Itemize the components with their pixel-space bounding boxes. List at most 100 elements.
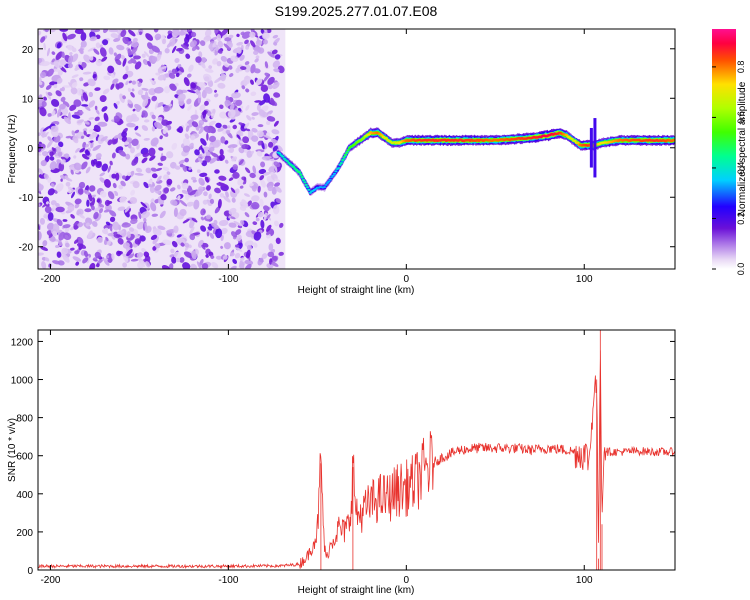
noise-speck bbox=[187, 89, 196, 94]
noise-speck bbox=[271, 129, 280, 135]
noise-speck bbox=[234, 246, 243, 252]
noise-speck bbox=[229, 103, 235, 111]
noise-speck bbox=[61, 86, 65, 92]
noise-speck bbox=[70, 87, 78, 95]
noise-speck bbox=[230, 265, 237, 269]
noise-speck bbox=[200, 208, 206, 216]
noise-speck bbox=[60, 178, 63, 182]
noise-speck bbox=[198, 51, 203, 58]
noise-speck bbox=[131, 158, 139, 166]
noise-speck bbox=[163, 104, 171, 112]
ridge-segment bbox=[327, 180, 331, 183]
noise-speck bbox=[209, 156, 218, 164]
colorbar-gradient bbox=[712, 29, 736, 269]
noise-speck bbox=[199, 104, 206, 111]
noise-speck bbox=[42, 125, 51, 132]
colorbar-label: Normalized spectral amplitude bbox=[737, 81, 748, 216]
ridge-segment bbox=[337, 167, 341, 170]
noise-speck bbox=[245, 46, 250, 50]
noise-speck bbox=[71, 130, 76, 136]
noise-speck bbox=[263, 171, 271, 176]
noise-speck bbox=[203, 191, 208, 197]
noise-speck bbox=[193, 199, 200, 210]
ridge-segment bbox=[338, 163, 342, 166]
ridge-spike bbox=[589, 127, 593, 168]
noise-speck bbox=[38, 94, 43, 99]
noise-speck bbox=[206, 231, 210, 237]
noise-speck bbox=[127, 41, 133, 46]
noise-speck bbox=[212, 41, 217, 48]
ridge-segment bbox=[341, 159, 345, 162]
noise-speck bbox=[152, 228, 162, 236]
ridge-segment bbox=[297, 171, 302, 174]
noise-speck bbox=[86, 199, 90, 207]
noise-speck bbox=[251, 135, 259, 142]
noise-speck bbox=[46, 68, 54, 77]
noise-speck bbox=[210, 222, 220, 229]
noise-speck bbox=[103, 75, 111, 81]
noise-speck bbox=[102, 39, 109, 46]
noise-speck bbox=[245, 105, 250, 111]
noise-speck bbox=[256, 104, 261, 111]
noise-speck bbox=[62, 254, 70, 263]
noise-speck bbox=[204, 176, 210, 183]
noise-speck bbox=[162, 239, 172, 246]
noise-speck bbox=[41, 261, 47, 269]
noise-speck bbox=[74, 198, 82, 205]
noise-speck bbox=[95, 108, 100, 115]
noise-speck bbox=[121, 253, 129, 258]
noise-speck bbox=[134, 152, 143, 158]
noise-speck bbox=[190, 135, 196, 141]
noise-speck bbox=[126, 122, 136, 128]
noise-speck bbox=[244, 240, 254, 248]
noise-speck bbox=[185, 33, 190, 41]
noise-speck bbox=[88, 117, 95, 120]
noise-speck bbox=[87, 230, 93, 239]
noise-speck bbox=[279, 222, 284, 228]
snr-series-line bbox=[38, 330, 675, 570]
noise-speck bbox=[258, 99, 267, 106]
noise-speck bbox=[99, 44, 103, 48]
noise-speck bbox=[118, 184, 124, 190]
ridge-segment bbox=[573, 139, 577, 143]
noise-speck bbox=[82, 128, 88, 132]
ridge-spike bbox=[593, 118, 597, 178]
noise-speck bbox=[74, 67, 79, 71]
noise-speck bbox=[252, 221, 258, 226]
noise-speck bbox=[138, 31, 143, 36]
noise-speck bbox=[211, 261, 219, 269]
noise-speck bbox=[202, 199, 208, 205]
noise-speck bbox=[88, 185, 96, 192]
noise-speck bbox=[166, 33, 174, 39]
noise-speck bbox=[38, 168, 44, 175]
noise-speck bbox=[179, 199, 188, 207]
noise-speck bbox=[217, 40, 224, 48]
noise-speck bbox=[125, 80, 129, 86]
snr-plot-area bbox=[38, 330, 675, 570]
noise-speck bbox=[273, 120, 279, 127]
noise-speck bbox=[136, 252, 144, 258]
noise-speck bbox=[223, 242, 231, 250]
noise-speck bbox=[184, 157, 189, 163]
noise-speck bbox=[257, 257, 264, 266]
noise-speck bbox=[109, 210, 117, 217]
noise-speck bbox=[44, 155, 50, 163]
noise-speck bbox=[173, 225, 179, 234]
noise-speck bbox=[71, 74, 79, 78]
noise-speck bbox=[89, 55, 94, 61]
snr-y-tick-label: 200 bbox=[16, 528, 33, 539]
noise-speck bbox=[217, 49, 223, 54]
noise-speck bbox=[275, 237, 281, 245]
noise-speck bbox=[260, 219, 265, 229]
noise-speck bbox=[111, 173, 117, 179]
noise-speck bbox=[162, 38, 167, 45]
ridge-segment bbox=[305, 186, 310, 189]
noise-speck bbox=[78, 214, 85, 219]
noise-speck bbox=[82, 92, 89, 102]
noise-speck bbox=[141, 53, 146, 58]
noise-speck bbox=[43, 42, 47, 51]
noise-speck bbox=[236, 234, 242, 242]
spectrogram-noise-region bbox=[38, 29, 286, 269]
noise-speck bbox=[124, 205, 131, 213]
noise-speck bbox=[266, 116, 276, 122]
